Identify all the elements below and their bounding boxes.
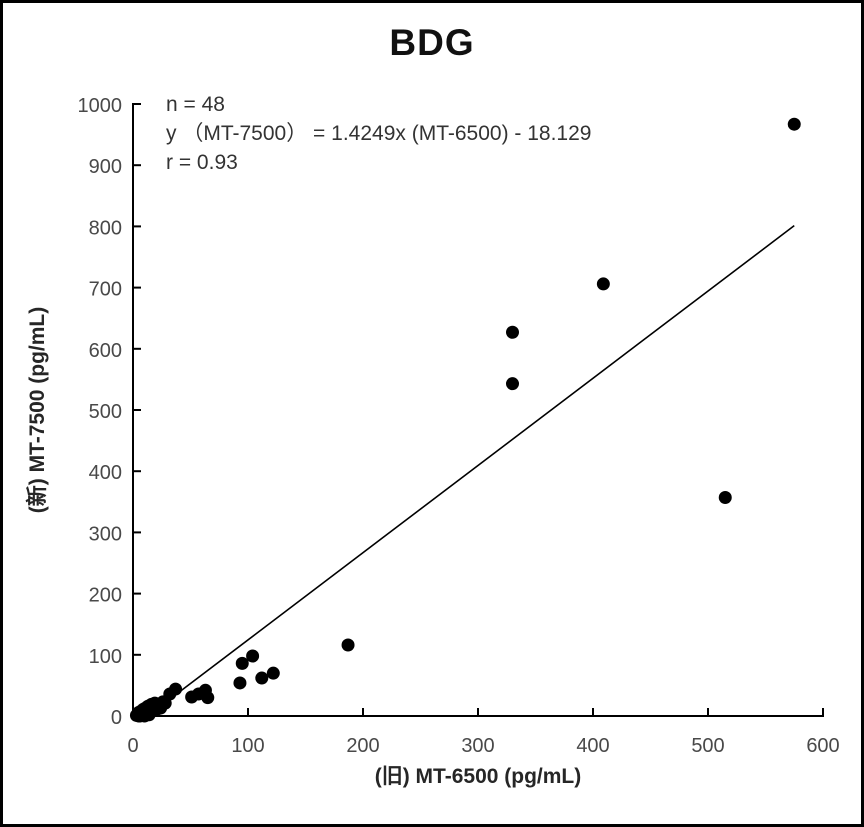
x-tick-label: 100 — [231, 735, 264, 757]
y-tick-label: 600 — [89, 340, 122, 362]
data-point — [718, 491, 732, 505]
y-tick-label: 200 — [89, 585, 122, 607]
x-tick-label: 200 — [346, 735, 379, 757]
y-tick-label: 500 — [89, 401, 122, 423]
data-point — [341, 638, 355, 652]
y-tick-label: 800 — [89, 217, 122, 239]
chart-title: BDG — [389, 22, 475, 63]
data-point — [201, 691, 215, 705]
data-point — [233, 676, 247, 690]
trend-line — [147, 225, 795, 717]
y-tick-label: 0 — [111, 707, 122, 729]
data-point — [787, 117, 801, 131]
x-axis-title: (旧) MT-6500 (pg/mL) — [374, 765, 582, 788]
data-point — [169, 682, 183, 696]
data-point — [506, 377, 519, 391]
annotation-n: n = 48 — [166, 93, 225, 116]
y-tick-label: 1000 — [78, 95, 123, 117]
data-point — [235, 656, 249, 670]
x-tick-label: 400 — [576, 735, 609, 757]
x-tick-label: 500 — [691, 735, 724, 757]
y-tick-label: 900 — [89, 156, 122, 178]
y-tick-label: 700 — [89, 279, 122, 301]
data-point — [596, 277, 610, 291]
data-point — [266, 666, 280, 680]
y-tick-label: 100 — [89, 646, 122, 668]
x-tick-label: 300 — [461, 735, 494, 757]
annotation-r: r = 0.93 — [166, 151, 238, 174]
annotation-equation: y （MT-7500） = 1.4249x (MT-6500) - 18.129 — [166, 122, 592, 145]
regression-annotation: n = 48 y （MT-7500） = 1.4249x (MT-6500) -… — [166, 90, 591, 177]
y-tick-label: 300 — [89, 523, 122, 545]
x-tick-label: 600 — [806, 735, 839, 757]
y-tick-label: 400 — [89, 462, 122, 484]
data-point — [246, 649, 260, 663]
data-point — [506, 325, 519, 339]
x-tick-label: 0 — [127, 735, 138, 757]
data-point — [255, 671, 269, 685]
